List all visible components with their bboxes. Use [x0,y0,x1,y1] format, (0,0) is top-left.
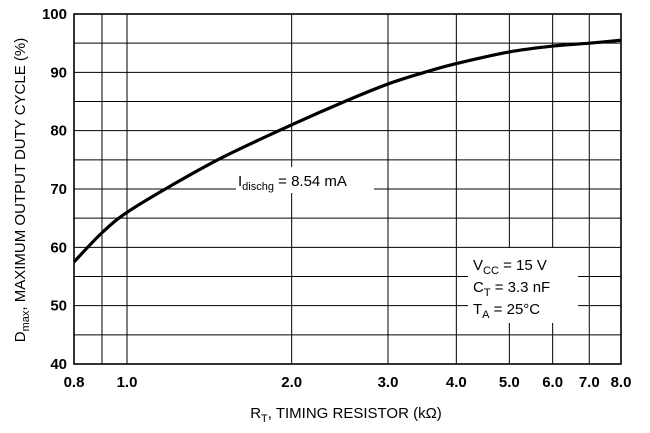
tick-labels: 0.8 1.0 2.0 3.0 4.0 5.0 6.0 7.0 8.0 40 50 60 70 80 90 1… [42,6,631,391]
x-tick-label: 1.0 [117,374,138,391]
x-tick-label: 3.0 [378,374,399,391]
x-tick-label: 8.0 [611,374,632,391]
condition-vcc: VCC = 15 V [473,257,547,277]
plot-frame [73,13,622,365]
x-tick-label: 5.0 [499,374,520,391]
x-tick-label: 7.0 [579,374,600,391]
y-tick-label: 100 [42,6,67,23]
y-tick-label: 80 [50,123,67,140]
y-tick-label: 70 [50,181,67,198]
series-layer [72,38,622,264]
y-tick-label: 60 [50,239,67,256]
y-axis-title: Dmax, MAXIMUM OUTPUT DUTY CYCLE (%) [12,38,32,342]
y-tick-label: 40 [50,356,67,373]
condition-ta: TA = 25°C [473,301,540,321]
curve-label: Idischg = 8.54 mA [238,173,347,193]
x-tick-label: 4.0 [446,374,467,391]
condition-ct: CT = 3.3 nF [473,279,550,299]
x-tick-label: 0.8 [64,374,85,391]
y-tick-label: 90 [50,64,67,81]
x-axis-title: RT, TIMING RESISTOR (kΩ) [250,405,442,425]
series-line-duty-cycle [72,38,622,264]
x-tick-label: 6.0 [542,374,563,391]
conditions-background [468,248,578,323]
y-tick-label: 50 [50,298,67,315]
x-tick-label: 2.0 [281,374,302,391]
curve-label-background [236,167,374,193]
